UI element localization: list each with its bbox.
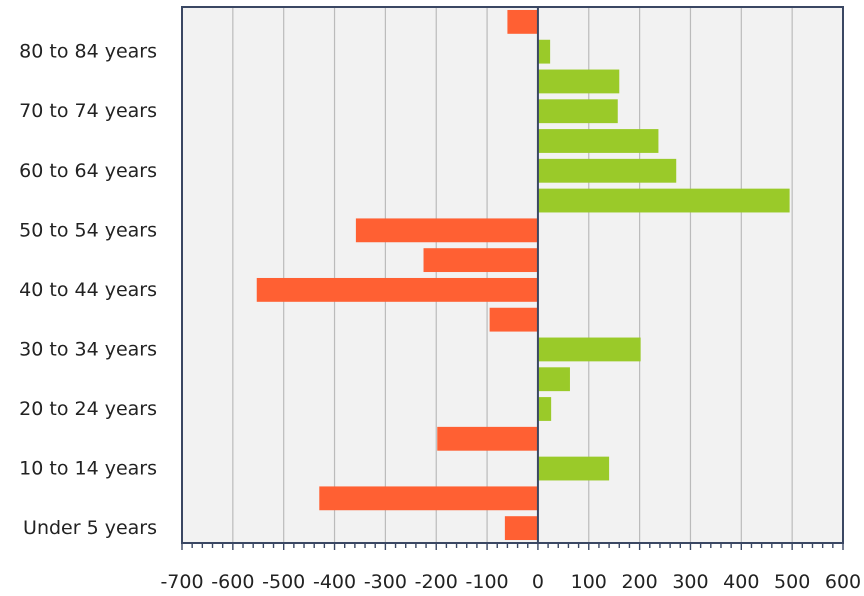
bar-15-to-19-years: [437, 426, 538, 451]
bar-25-to-29-years: [537, 367, 570, 392]
plot-frame: [181, 6, 844, 544]
y-tick-label: 20 to 24 years: [19, 398, 157, 420]
y-tick-label: 40 to 44 years: [19, 279, 157, 301]
bar-5-to-9-years: [319, 486, 538, 511]
x-tick-label: -300: [364, 571, 407, 592]
bar-80-to-84-years: [537, 39, 551, 64]
x-tick-label: -100: [466, 571, 509, 592]
bar-85-years-and-over: [507, 9, 538, 34]
x-tick-label: 100: [571, 571, 607, 592]
x-tick-label: 400: [723, 571, 759, 592]
x-tick-label: 300: [672, 571, 708, 592]
y-tick-label: 50 to 54 years: [19, 219, 157, 241]
x-tick-label: -500: [262, 571, 305, 592]
x-tick-label: -700: [160, 571, 203, 592]
y-tick-label: 10 to 14 years: [19, 458, 157, 480]
x-tick-label: 0: [532, 571, 544, 592]
bar-55-to-59-years: [537, 188, 790, 213]
y-tick-label: 80 to 84 years: [19, 41, 157, 63]
x-tick-label: 200: [621, 571, 657, 592]
x-tick-label: -600: [211, 571, 254, 592]
bar-75-to-79-years: [537, 69, 620, 94]
bar-20-to-24-years: [537, 397, 552, 421]
bar-35-to-39-years: [489, 307, 538, 332]
bar-30-to-34-years: [537, 337, 641, 362]
x-tick-label: -400: [313, 571, 356, 592]
y-tick-label: 60 to 64 years: [19, 160, 157, 182]
bar-50-to-54-years: [355, 218, 538, 243]
bar-40-to-44-years: [256, 277, 538, 302]
y-tick-label: Under 5 years: [23, 517, 157, 539]
x-tick-label: -200: [415, 571, 458, 592]
x-tick-label: 600: [825, 571, 861, 592]
bar-45-to-49-years: [423, 248, 538, 273]
bar-65-to-69-years: [537, 129, 659, 153]
plot-area: [182, 7, 843, 543]
y-tick-label: 30 to 34 years: [19, 338, 157, 360]
y-tick-label: 70 to 74 years: [19, 100, 157, 122]
bar-60-to-64-years: [537, 158, 677, 183]
bar-10-to-14-years: [537, 456, 610, 481]
x-tick-label: 500: [774, 571, 810, 592]
bar-under-5-years: [504, 516, 538, 541]
bar-70-to-74-years: [537, 99, 618, 124]
